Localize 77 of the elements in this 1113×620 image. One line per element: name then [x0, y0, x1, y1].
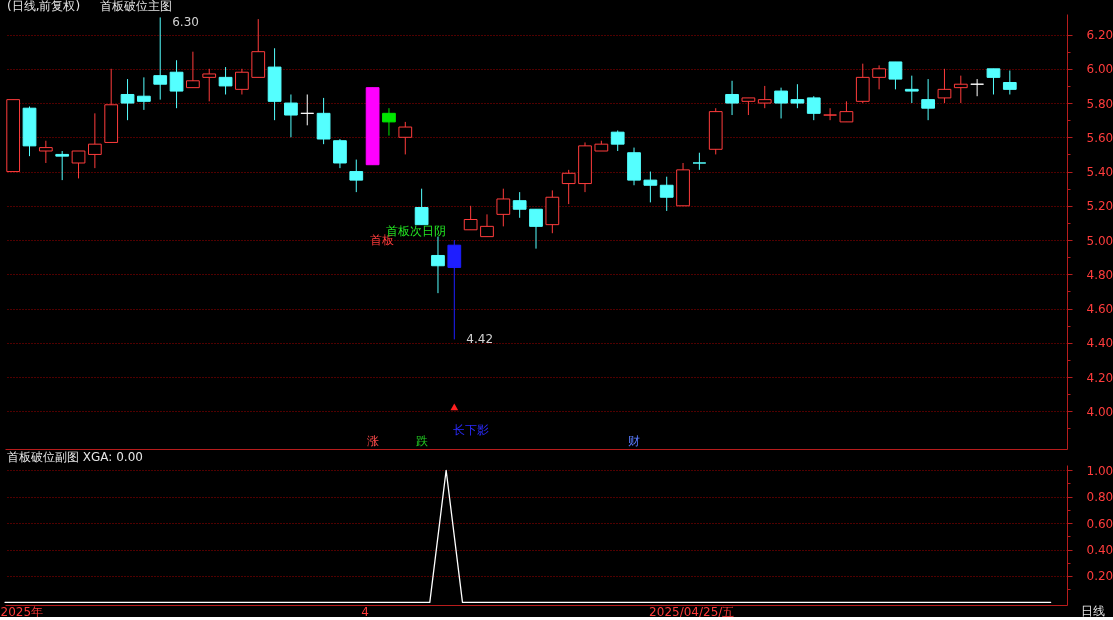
candlestick — [202, 68, 217, 102]
y-tick-label: 5.20 — [1086, 199, 1113, 214]
candlestick — [725, 80, 739, 116]
candlestick — [937, 68, 952, 104]
candlestick — [284, 93, 298, 138]
candlestick — [757, 85, 772, 109]
chart-subtitle: 首板破位主图 — [100, 0, 172, 13]
x-tick-label: 2025/04/25/五 — [649, 604, 735, 619]
candlestick — [87, 112, 102, 169]
candlestick — [888, 61, 903, 90]
y-tick-label: 5.80 — [1086, 96, 1113, 111]
candlestick — [463, 205, 478, 231]
candlestick — [774, 87, 788, 119]
candlestick — [806, 95, 821, 121]
y-tick-label: 0.60 — [1086, 516, 1113, 531]
candlestick — [71, 150, 86, 179]
y-tick-label: 1.00 — [1086, 463, 1113, 478]
y-tick-label: 4.60 — [1086, 302, 1113, 317]
candlestick — [120, 78, 135, 121]
candlestick — [823, 107, 837, 121]
candlestick — [790, 83, 805, 109]
candlestick — [235, 68, 249, 95]
candlestick — [529, 208, 543, 250]
y-tick-label: 5.40 — [1086, 165, 1113, 180]
y-tick-label: 4.20 — [1086, 370, 1113, 385]
candlestick — [496, 188, 511, 227]
candlestick — [218, 66, 233, 95]
x-tick-label: 2025年 — [0, 604, 44, 619]
y-tick-label: 5.60 — [1086, 130, 1113, 145]
candlestick — [38, 140, 53, 164]
candlestick — [153, 16, 168, 101]
candlestick — [904, 75, 919, 104]
annotation: 涨 — [366, 434, 379, 448]
y-tick-label: 4.40 — [1086, 336, 1113, 351]
candlestick — [970, 78, 985, 97]
candlestick — [921, 78, 935, 121]
chart-title: 首板破位副图 XGA: 0.00 — [7, 450, 143, 464]
y-tick-label: 6.20 — [1086, 28, 1113, 43]
candlestick — [300, 93, 315, 126]
candlestick — [333, 138, 347, 169]
candlestick — [55, 150, 70, 181]
candlestick — [447, 239, 462, 340]
candlestick — [169, 59, 184, 109]
candlestick — [839, 100, 854, 123]
candlestick — [349, 159, 364, 193]
y-tick-label: 0.20 — [1086, 569, 1113, 584]
candlestick — [1002, 70, 1017, 95]
candlestick — [480, 213, 494, 238]
candlestick — [986, 68, 1001, 95]
x-tick-label: 4 — [361, 604, 369, 619]
candlestick — [855, 63, 870, 104]
annotation: 财 — [628, 434, 641, 448]
candlestick — [186, 51, 200, 89]
y-tick-label: 5.00 — [1086, 233, 1113, 248]
candlestick — [610, 129, 625, 152]
candlestick — [398, 121, 413, 155]
candlestick — [431, 236, 445, 294]
candlestick — [659, 176, 674, 212]
annotation: 6.30 — [172, 15, 199, 30]
candlestick — [561, 169, 576, 205]
candlestick — [382, 107, 396, 137]
annotation: 跌 — [415, 434, 428, 448]
chart-title: (日线,前复权) — [7, 0, 81, 13]
annotation: 4.42 — [466, 332, 494, 347]
candlestick — [872, 64, 886, 90]
text: 日线 — [1081, 604, 1105, 618]
y-tick-label: 4.80 — [1086, 267, 1113, 282]
candlestick — [414, 188, 429, 226]
candlestick — [137, 76, 151, 111]
y-tick-label: 0.40 — [1086, 543, 1113, 558]
y-tick-label: 0.80 — [1086, 490, 1113, 505]
candlestick — [953, 75, 968, 104]
annotation: 长下影 — [453, 423, 490, 437]
y-tick-label: 4.00 — [1086, 404, 1113, 419]
candlestick — [512, 191, 527, 219]
candlestick — [643, 171, 658, 203]
y-tick-label: 6.00 — [1086, 62, 1113, 77]
